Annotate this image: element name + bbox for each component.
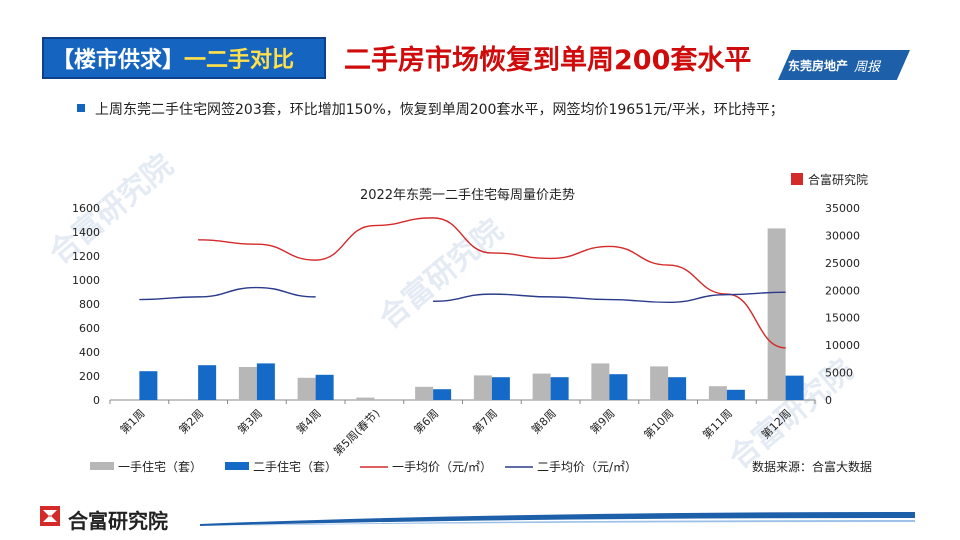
right-axis-tick-label: 5000 bbox=[825, 367, 853, 380]
footer-swoosh bbox=[200, 512, 915, 526]
x-axis-category-label: 第2周 bbox=[176, 406, 206, 436]
right-axis-tick-label: 20000 bbox=[825, 284, 860, 297]
brand-tag: 东莞房地产 周报 bbox=[778, 50, 910, 80]
legend-label: 二手均价（元/㎡） bbox=[537, 460, 637, 474]
resale-price-line bbox=[139, 286, 316, 301]
section-topic: 一二手对比 bbox=[184, 48, 295, 73]
x-axis-category-label: 第4周 bbox=[293, 406, 323, 436]
resale-bar bbox=[256, 363, 275, 400]
legend-swatch bbox=[225, 462, 249, 470]
resale-bar bbox=[433, 389, 452, 400]
legend-label: 一手住宅（套） bbox=[118, 459, 202, 474]
resale-bar bbox=[491, 377, 510, 400]
legend-swatch bbox=[90, 462, 114, 470]
new-home-bar bbox=[708, 386, 727, 400]
new-home-bar bbox=[238, 367, 257, 400]
left-axis-tick-label: 400 bbox=[79, 346, 100, 359]
source-note: 数据来源：合富大数据 bbox=[752, 459, 872, 474]
right-axis-tick-label: 35000 bbox=[825, 202, 860, 215]
left-axis-tick-label: 0 bbox=[93, 394, 100, 407]
resale-bar bbox=[550, 377, 569, 400]
source-logo-text: 合富研究院 bbox=[808, 172, 868, 187]
resale-bar bbox=[609, 374, 628, 400]
left-axis-tick-label: 1400 bbox=[72, 226, 100, 239]
left-axis-tick-label: 800 bbox=[79, 298, 100, 311]
resale-bar bbox=[668, 377, 687, 400]
chart-title: 2022年东莞一二手住宅每周量价走势 bbox=[360, 187, 575, 203]
x-axis-category-label: 第8周 bbox=[528, 406, 558, 436]
right-axis-tick-label: 25000 bbox=[825, 257, 860, 270]
bullet-marker bbox=[77, 104, 85, 112]
bullet-text: 上周东莞二手住宅网签203套，环比增加150%，恢复到单周200套水平，网签均价… bbox=[95, 102, 784, 118]
watermark-text: 合富研究院 bbox=[43, 148, 180, 271]
left-axis-tick-label: 1200 bbox=[72, 250, 100, 263]
x-axis-category-label: 第1周 bbox=[117, 406, 147, 436]
section-tag: 【楼市供求】 一二手对比 bbox=[42, 37, 326, 79]
brand-name: 东莞房地产 bbox=[788, 58, 849, 73]
new-home-price-line bbox=[198, 217, 786, 349]
x-axis-category-label: 第6周 bbox=[411, 406, 441, 436]
left-axis-tick-label: 1600 bbox=[72, 202, 100, 215]
hefu-logo-icon bbox=[40, 506, 60, 526]
resale-bar bbox=[198, 365, 217, 400]
resale-bar bbox=[726, 389, 745, 400]
resale-price-line bbox=[433, 291, 786, 304]
right-axis-tick-label: 30000 bbox=[825, 229, 860, 242]
right-axis-tick-label: 15000 bbox=[825, 312, 860, 325]
new-home-bar bbox=[473, 375, 492, 400]
x-axis-category-label: 第3周 bbox=[235, 406, 265, 436]
new-home-bar bbox=[591, 363, 610, 400]
source-logo-icon bbox=[791, 173, 803, 185]
resale-bar bbox=[785, 375, 804, 400]
footer-brand: 合富研究院 bbox=[68, 509, 168, 533]
x-axis-category-label: 第11周 bbox=[700, 406, 735, 441]
resale-bar bbox=[315, 374, 334, 400]
new-home-bar bbox=[297, 377, 316, 400]
legend-label: 二手住宅（套） bbox=[253, 459, 337, 474]
right-axis-tick-label: 10000 bbox=[825, 339, 860, 352]
x-axis-category-label: 第5周(春节) bbox=[330, 406, 382, 458]
left-axis-tick-label: 200 bbox=[79, 370, 100, 383]
legend-label: 一手均价（元/㎡） bbox=[392, 460, 492, 474]
new-home-bar bbox=[650, 366, 669, 400]
resale-bar bbox=[139, 371, 158, 400]
brand-script: 周报 bbox=[854, 59, 881, 75]
new-home-bar bbox=[532, 373, 551, 400]
section-tag-label: 【楼市供求】 bbox=[52, 48, 185, 73]
x-axis-category-label: 第7周 bbox=[470, 406, 500, 436]
new-home-bar bbox=[356, 397, 375, 400]
x-axis-category-label: 第9周 bbox=[587, 406, 617, 436]
page-title: 二手房市场恢复到单周200套水平 bbox=[344, 45, 752, 76]
right-axis-tick-label: 0 bbox=[825, 394, 832, 407]
left-axis-tick-label: 1000 bbox=[72, 274, 100, 287]
left-axis-tick-label: 600 bbox=[79, 322, 100, 335]
watermark-text: 合富研究院 bbox=[373, 213, 510, 336]
new-home-bar bbox=[415, 386, 434, 400]
new-home-bar bbox=[767, 228, 786, 400]
x-axis-category-label: 第10周 bbox=[641, 406, 676, 441]
